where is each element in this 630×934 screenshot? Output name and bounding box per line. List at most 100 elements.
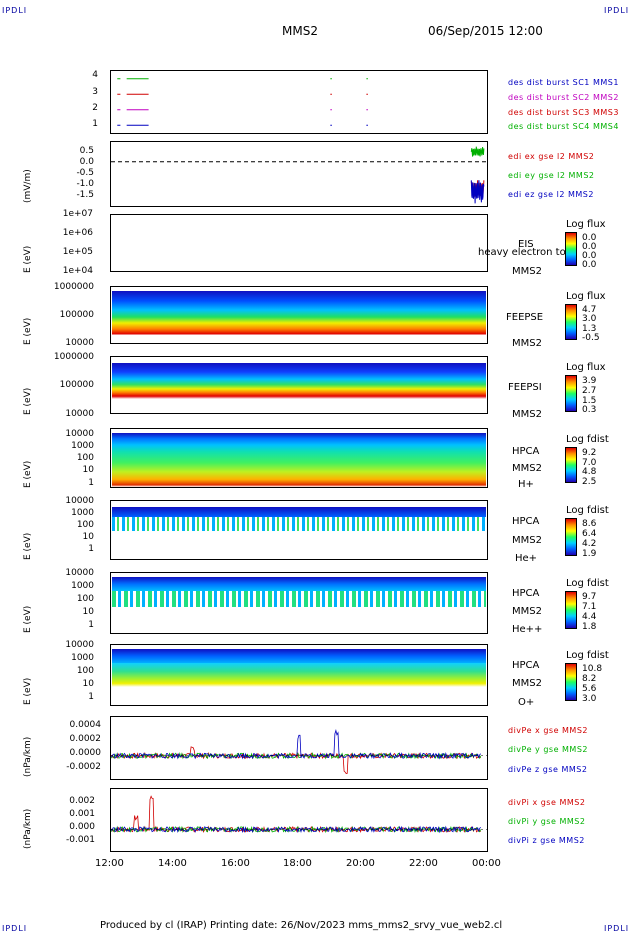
divpi-ytick: -0.001	[65, 835, 95, 845]
eis-cbar-value: 0.0	[582, 260, 597, 270]
hpca-heplusplus-ytick: 1	[88, 620, 94, 630]
divpi-ytick: 0.002	[69, 796, 95, 806]
feepse-spacecraft-label: MMS2	[512, 338, 542, 349]
hpca-heplus-ytick: 10	[82, 532, 94, 542]
eis-cbar-value: 0.0	[582, 233, 597, 243]
divpi-plot	[111, 795, 487, 834]
feepsi-ytick: 10000	[65, 409, 94, 419]
page-date: 06/Sep/2015 12:00	[428, 24, 543, 38]
burst-ytick: 2	[92, 103, 98, 113]
hpca-heplusplus-ylabel: E (eV)	[23, 605, 33, 633]
burst-legend-mms2: des dist burst SC2 MMS2	[508, 93, 619, 102]
hpca-hplus-ytick: 1	[88, 478, 94, 488]
feepse-cbar-title: Log flux	[566, 291, 606, 302]
edi-ytick: -0.5	[76, 168, 94, 178]
hpca-hplus-cbar-value: 2.5	[582, 477, 597, 487]
divpe-z-trace	[111, 728, 481, 760]
hpca-hplus-colorbar	[565, 447, 577, 483]
eis-spacecraft-label: MMS2	[512, 266, 542, 277]
burst-panel	[110, 70, 488, 134]
feepsi-cbar-value: 2.7	[582, 386, 597, 396]
hpca-heplus-cbar-value: 8.6	[582, 519, 597, 529]
hpca-heplus-cbar-value: 6.4	[582, 529, 597, 539]
hpca-heplusplus-ytick: 10000	[65, 568, 94, 578]
hpca-heplusplus-cbar-value: 4.4	[582, 612, 597, 622]
divpi-x-trace	[111, 795, 482, 833]
burst-legend-mms1: des dist burst SC1 MMS1	[508, 78, 619, 87]
hpca-oplus-spectrogram	[112, 649, 486, 663]
hpca-heplusplus-spectrogram	[112, 577, 486, 591]
divpe-ylabel: (nPa/km)	[23, 736, 33, 777]
burst-legend-mms4: des dist burst SC4 MMS4	[508, 122, 619, 131]
divpe-legend-z: divPe z gse MMS2	[508, 765, 588, 774]
feepsi-colorbar	[565, 375, 577, 412]
feepse-colorbar	[565, 304, 577, 340]
divpi-ytick: 0.001	[69, 809, 95, 819]
feepse-instrument-label: FEEPSE	[506, 312, 544, 323]
hpca-hplus-panel	[110, 428, 488, 488]
divpi-legend-z: divPi z gse MMS2	[508, 836, 585, 845]
hpca-hplus-cbar-value: 4.8	[582, 467, 597, 477]
hpca-heplusplus-ytick: 10	[82, 607, 94, 617]
burst-ytick: 3	[92, 87, 98, 97]
hpca-heplusplus-cbar-value: 1.8	[582, 622, 597, 632]
x-tick-label: 20:00	[346, 858, 375, 869]
divpe-plot	[111, 728, 487, 775]
feepse-spectrogram	[112, 291, 486, 341]
hpca-heplusplus-instrument-label: HPCA	[512, 588, 540, 599]
divpe-panel	[110, 716, 488, 780]
x-tick-label: 16:00	[221, 858, 250, 869]
feepse-ytick: 10000	[65, 338, 94, 348]
edi-ytick: -1.5	[76, 190, 94, 200]
hpca-oplus-cbar-title: Log fdist	[566, 650, 609, 661]
hpca-oplus-colorbar	[565, 663, 577, 701]
feepse-cbar-value: 4.7	[582, 305, 597, 315]
burst-ytick: 1	[92, 119, 98, 129]
hpca-oplus-cbar-value: 8.2	[582, 674, 597, 684]
hpca-heplus-spectrogram-speckle	[112, 517, 486, 531]
hpca-hplus-cbar-value: 9.2	[582, 448, 597, 458]
hpca-oplus-ylabel: E (eV)	[23, 677, 33, 705]
hpca-heplus-spacecraft-label: MMS2	[512, 535, 542, 546]
divpe-ytick: 0.0004	[69, 720, 102, 730]
page-title: MMS2	[282, 24, 318, 38]
feepsi-cbar-title: Log flux	[566, 362, 606, 373]
hpca-heplus-ytick: 1	[88, 544, 94, 554]
feepsi-cbar-value: 3.9	[582, 376, 597, 386]
hpca-heplus-spectrogram	[112, 507, 486, 517]
corner-label-bottom-right: IPDLI	[604, 924, 630, 933]
hpca-hplus-species-label: H+	[518, 479, 534, 490]
feepsi-ytick: 100000	[59, 380, 94, 390]
corner-label-top-left: IPDLI	[2, 6, 28, 15]
edi-plot	[111, 146, 487, 204]
edi-panel	[110, 141, 488, 207]
edi-ez-trace	[470, 180, 485, 204]
feepse-ytick: 1000000	[53, 282, 94, 292]
eis-cbar-value: 0.0	[582, 251, 597, 261]
hpca-hplus-ytick: 10000	[65, 429, 94, 439]
divpe-legend-y: divPe y gse MMS2	[508, 745, 588, 754]
hpca-oplus-species-label: O+	[518, 697, 535, 708]
hpca-heplusplus-cbar-value: 7.1	[582, 602, 597, 612]
hpca-hplus-ylabel: E (eV)	[23, 460, 33, 488]
eis-instrument-label: EIS	[518, 239, 534, 250]
edi-ylabel: (mV/m)	[23, 169, 33, 203]
divpi-ylabel: (nPa/km)	[23, 808, 33, 849]
burst-plot	[117, 78, 368, 126]
feepsi-cbar-value: 1.5	[582, 396, 597, 406]
hpca-heplus-instrument-label: HPCA	[512, 516, 540, 527]
feepsi-spectrogram	[112, 363, 486, 399]
eis-ytick: 1e+04	[62, 266, 93, 276]
hpca-oplus-ytick: 1000	[71, 653, 94, 663]
edi-legend-y: edi ey gse l2 MMS2	[508, 171, 595, 180]
x-tick-label: 12:00	[95, 858, 124, 869]
hpca-oplus-cbar-value: 3.0	[582, 694, 597, 704]
hpca-heplus-species-label: He+	[515, 553, 538, 564]
hpca-heplus-cbar-title: Log fdist	[566, 505, 609, 516]
hpca-heplusplus-cbar-title: Log fdist	[566, 578, 609, 589]
hpca-heplusplus-cbar-value: 9.7	[582, 592, 597, 602]
burst-ytick: 4	[92, 70, 98, 80]
hpca-heplus-cbar-value: 1.9	[582, 549, 597, 559]
edi-legend-x: edi ex gse l2 MMS2	[508, 152, 595, 161]
hpca-heplusplus-spectrogram-speckle	[112, 591, 486, 607]
